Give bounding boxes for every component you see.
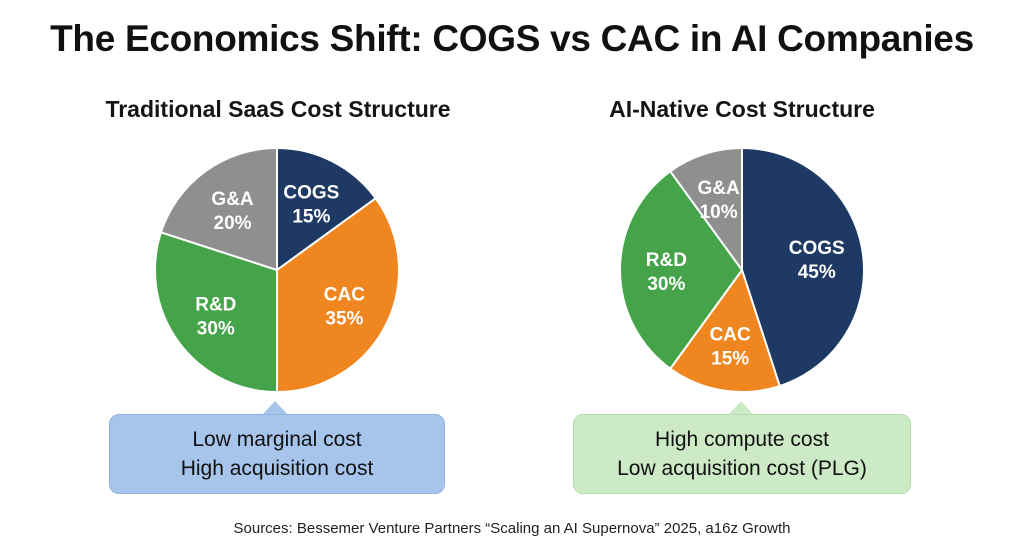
traditional-saas-label-cogs-name: COGS [283,183,339,204]
ai-native-label-cogs: COGS 45% [789,238,845,283]
ai-native-label-ganda-value: 10% [700,202,738,223]
ai-native-slice-ganda [668,146,743,274]
ai-native-slice-cogs [741,146,865,388]
ai-native-callout: High compute cost Low acquisition cost (… [573,414,911,494]
traditional-saas-label-ganda: G&A 20% [211,189,254,234]
ai-native-label-ganda-name: G&A [698,178,741,199]
traditional-saas-label-randd-value: 30% [197,318,235,339]
ai-native-label-randd-name: R&D [646,250,687,271]
traditional-saas-label-randd-name: R&D [195,294,236,315]
traditional-saas-slice-ganda [159,146,278,272]
ai-native-label-ganda: G&A 10% [698,178,741,223]
ai-native-callout-pointer [728,401,754,415]
ai-native-label-randd: R&D 30% [646,250,687,295]
traditional-saas-label-cac: CAC 35% [324,284,365,329]
traditional-saas-slice-cac [276,196,400,394]
traditional-saas-label-randd: R&D 30% [195,294,236,339]
traditional-saas-label-cogs-value: 15% [292,207,330,228]
traditional-callout-line-1: Low marginal cost [192,428,362,451]
ai-native-label-cac-value: 15% [711,349,749,370]
traditional-callout-pointer [262,401,288,415]
sources-footnote: Sources: Bessemer Venture Partners “Scal… [233,520,791,537]
traditional-saas-chart-title: Traditional SaaS Cost Structure [105,96,451,122]
ai-native-label-randd-value: 30% [647,274,685,295]
ai-native-label-cogs-value: 45% [798,262,836,283]
ai-native-slice-randd [619,169,744,371]
traditional-callout-line-2: High acquisition cost [180,457,374,480]
page-title: The Economics Shift: COGS vs CAC in AI C… [50,18,974,59]
ai-native-label-cac-name: CAC [710,325,751,346]
traditional-saas-label-cac-value: 35% [325,308,363,329]
traditional-saas-callout: Low marginal cost High acquisition cost [109,414,445,494]
ai-native-slice-cac [668,267,781,393]
ai-native-callout-line-1: High compute cost [655,428,829,451]
ai-native-label-cogs-name: COGS [789,238,845,259]
traditional-saas-label-ganda-name: G&A [211,189,254,210]
traditional-saas-slice-cogs [276,146,378,272]
traditional-saas-slice-randd [154,231,278,394]
ai-native-callout-line-2: Low acquisition cost (PLG) [617,457,867,480]
traditional-saas-label-ganda-value: 20% [214,213,252,234]
traditional-saas-label-cac-name: CAC [324,284,365,305]
ai-native-chart-title: AI-Native Cost Structure [609,96,875,122]
ai-native-label-cac: CAC 15% [710,325,751,370]
traditional-saas-label-cogs: COGS 15% [283,183,339,228]
